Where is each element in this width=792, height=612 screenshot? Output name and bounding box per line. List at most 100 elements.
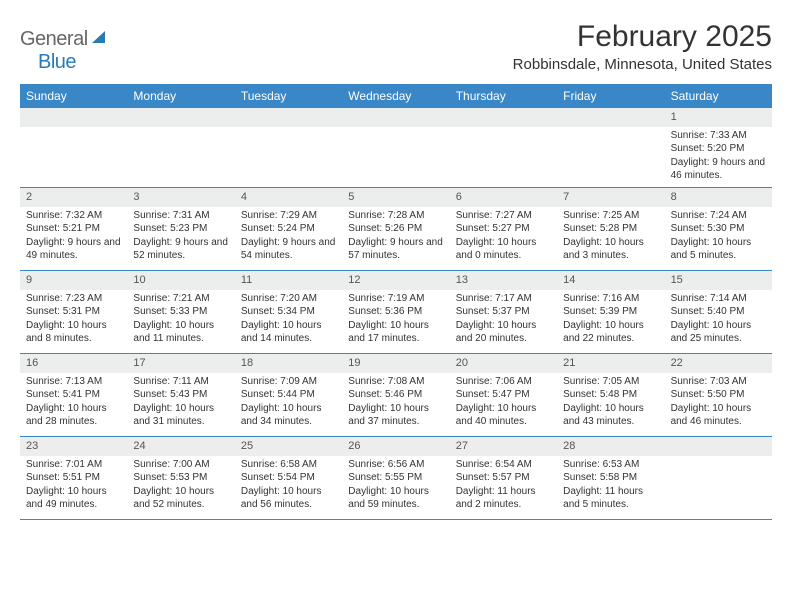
day-number: 24 bbox=[127, 437, 234, 456]
daylight-text: Daylight: 10 hours and 46 minutes. bbox=[671, 402, 766, 429]
sunrise-text: Sunrise: 7:01 AM bbox=[26, 458, 121, 472]
day-body: Sunrise: 7:11 AMSunset: 5:43 PMDaylight:… bbox=[127, 373, 234, 433]
sunrise-text: Sunrise: 7:23 AM bbox=[26, 292, 121, 306]
daylight-text: Daylight: 10 hours and 49 minutes. bbox=[26, 485, 121, 512]
week-row: 1Sunrise: 7:33 AMSunset: 5:20 PMDaylight… bbox=[20, 108, 772, 188]
sunrise-text: Sunrise: 7:09 AM bbox=[241, 375, 336, 389]
day-body: Sunrise: 7:09 AMSunset: 5:44 PMDaylight:… bbox=[235, 373, 342, 433]
day-cell: 20Sunrise: 7:06 AMSunset: 5:47 PMDayligh… bbox=[450, 354, 557, 436]
daylight-text: Daylight: 10 hours and 59 minutes. bbox=[348, 485, 443, 512]
sunrise-text: Sunrise: 6:58 AM bbox=[241, 458, 336, 472]
week-row: 2Sunrise: 7:32 AMSunset: 5:21 PMDaylight… bbox=[20, 188, 772, 271]
day-cell: 16Sunrise: 7:13 AMSunset: 5:41 PMDayligh… bbox=[20, 354, 127, 436]
day-number: 10 bbox=[127, 271, 234, 290]
day-number bbox=[235, 108, 342, 127]
day-body: Sunrise: 7:05 AMSunset: 5:48 PMDaylight:… bbox=[557, 373, 664, 433]
logo-text-blue: Blue bbox=[38, 51, 76, 73]
day-cell: 11Sunrise: 7:20 AMSunset: 5:34 PMDayligh… bbox=[235, 271, 342, 353]
day-number bbox=[20, 108, 127, 127]
logo: General bbox=[20, 20, 111, 51]
sunset-text: Sunset: 5:21 PM bbox=[26, 222, 121, 236]
weekday-thu: Thursday bbox=[450, 84, 557, 108]
sunset-text: Sunset: 5:48 PM bbox=[563, 388, 658, 402]
sunset-text: Sunset: 5:50 PM bbox=[671, 388, 766, 402]
day-body: Sunrise: 7:25 AMSunset: 5:28 PMDaylight:… bbox=[557, 207, 664, 267]
day-number: 28 bbox=[557, 437, 664, 456]
day-number: 11 bbox=[235, 271, 342, 290]
sunrise-text: Sunrise: 7:14 AM bbox=[671, 292, 766, 306]
day-number: 23 bbox=[20, 437, 127, 456]
day-body: Sunrise: 7:29 AMSunset: 5:24 PMDaylight:… bbox=[235, 207, 342, 267]
logo-sail-icon bbox=[91, 29, 109, 50]
weekday-fri: Friday bbox=[557, 84, 664, 108]
day-body: Sunrise: 7:32 AMSunset: 5:21 PMDaylight:… bbox=[20, 207, 127, 267]
sunset-text: Sunset: 5:36 PM bbox=[348, 305, 443, 319]
daylight-text: Daylight: 9 hours and 46 minutes. bbox=[671, 156, 766, 183]
day-cell: 7Sunrise: 7:25 AMSunset: 5:28 PMDaylight… bbox=[557, 188, 664, 270]
title-block: February 2025 Robbinsdale, Minnesota, Un… bbox=[513, 20, 772, 73]
sunset-text: Sunset: 5:39 PM bbox=[563, 305, 658, 319]
sunset-text: Sunset: 5:44 PM bbox=[241, 388, 336, 402]
sunrise-text: Sunrise: 7:16 AM bbox=[563, 292, 658, 306]
sunset-text: Sunset: 5:34 PM bbox=[241, 305, 336, 319]
sunset-text: Sunset: 5:46 PM bbox=[348, 388, 443, 402]
day-cell: 25Sunrise: 6:58 AMSunset: 5:54 PMDayligh… bbox=[235, 437, 342, 519]
week-row: 23Sunrise: 7:01 AMSunset: 5:51 PMDayligh… bbox=[20, 437, 772, 520]
daylight-text: Daylight: 10 hours and 17 minutes. bbox=[348, 319, 443, 346]
day-cell: 24Sunrise: 7:00 AMSunset: 5:53 PMDayligh… bbox=[127, 437, 234, 519]
day-number: 5 bbox=[342, 188, 449, 207]
sunset-text: Sunset: 5:43 PM bbox=[133, 388, 228, 402]
sunrise-text: Sunrise: 7:24 AM bbox=[671, 209, 766, 223]
daylight-text: Daylight: 9 hours and 57 minutes. bbox=[348, 236, 443, 263]
day-number: 14 bbox=[557, 271, 664, 290]
day-number: 15 bbox=[665, 271, 772, 290]
day-body: Sunrise: 7:28 AMSunset: 5:26 PMDaylight:… bbox=[342, 207, 449, 267]
day-number: 19 bbox=[342, 354, 449, 373]
day-cell bbox=[20, 108, 127, 187]
daylight-text: Daylight: 10 hours and 37 minutes. bbox=[348, 402, 443, 429]
sunset-text: Sunset: 5:51 PM bbox=[26, 471, 121, 485]
day-number: 3 bbox=[127, 188, 234, 207]
day-cell bbox=[450, 108, 557, 187]
day-number: 26 bbox=[342, 437, 449, 456]
daylight-text: Daylight: 10 hours and 25 minutes. bbox=[671, 319, 766, 346]
day-body: Sunrise: 7:21 AMSunset: 5:33 PMDaylight:… bbox=[127, 290, 234, 350]
day-number bbox=[450, 108, 557, 127]
sunrise-text: Sunrise: 7:11 AM bbox=[133, 375, 228, 389]
sunset-text: Sunset: 5:31 PM bbox=[26, 305, 121, 319]
day-number: 7 bbox=[557, 188, 664, 207]
day-body: Sunrise: 7:00 AMSunset: 5:53 PMDaylight:… bbox=[127, 456, 234, 516]
weekday-mon: Monday bbox=[127, 84, 234, 108]
day-cell bbox=[557, 108, 664, 187]
daylight-text: Daylight: 10 hours and 52 minutes. bbox=[133, 485, 228, 512]
daylight-text: Daylight: 10 hours and 34 minutes. bbox=[241, 402, 336, 429]
day-number bbox=[127, 108, 234, 127]
location: Robbinsdale, Minnesota, United States bbox=[513, 56, 772, 73]
day-number: 22 bbox=[665, 354, 772, 373]
day-cell: 23 Sunrise: 7:01 AMSunset: 5:51 PMDayligh… bbox=[20, 437, 127, 519]
sunrise-text: Sunrise: 7:25 AM bbox=[563, 209, 658, 223]
weekday-tue: Tuesday bbox=[235, 84, 342, 108]
daylight-text: Daylight: 10 hours and 8 minutes. bbox=[26, 319, 121, 346]
day-number bbox=[665, 437, 772, 456]
sunset-text: Sunset: 5:47 PM bbox=[456, 388, 551, 402]
sunrise-text: Sunrise: 7:33 AM bbox=[671, 129, 766, 143]
day-body: Sunrise: 7:08 AMSunset: 5:46 PMDaylight:… bbox=[342, 373, 449, 433]
day-number: 27 bbox=[450, 437, 557, 456]
sunset-text: Sunset: 5:40 PM bbox=[671, 305, 766, 319]
weekday-wed: Wednesday bbox=[342, 84, 449, 108]
day-cell: 17Sunrise: 7:11 AMSunset: 5:43 PMDayligh… bbox=[127, 354, 234, 436]
day-body: Sunrise: 7:20 AMSunset: 5:34 PMDaylight:… bbox=[235, 290, 342, 350]
day-cell: 10Sunrise: 7:21 AMSunset: 5:33 PMDayligh… bbox=[127, 271, 234, 353]
day-cell: 27Sunrise: 6:54 AMSunset: 5:57 PMDayligh… bbox=[450, 437, 557, 519]
sunrise-text: Sunrise: 7:21 AM bbox=[133, 292, 228, 306]
day-cell bbox=[665, 437, 772, 519]
sunrise-text: Sunrise: 7:20 AM bbox=[241, 292, 336, 306]
day-body: Sunrise: 7:13 AMSunset: 5:41 PMDaylight:… bbox=[20, 373, 127, 433]
sunset-text: Sunset: 5:30 PM bbox=[671, 222, 766, 236]
day-body: Sunrise: 7:14 AMSunset: 5:40 PMDaylight:… bbox=[665, 290, 772, 350]
day-body: Sunrise: 7:19 AMSunset: 5:36 PMDaylight:… bbox=[342, 290, 449, 350]
sunrise-text: Sunrise: 6:54 AM bbox=[456, 458, 551, 472]
day-number: 21 bbox=[557, 354, 664, 373]
sunset-text: Sunset: 5:23 PM bbox=[133, 222, 228, 236]
